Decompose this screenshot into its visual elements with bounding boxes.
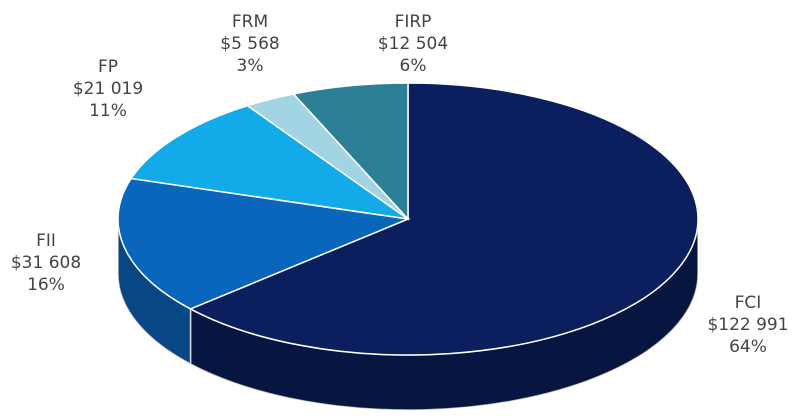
value-label: $31 608 xyxy=(11,253,81,273)
percent-label: 16% xyxy=(27,275,65,295)
slice-label: FIRP xyxy=(395,12,432,32)
slice-label: FP xyxy=(98,57,118,77)
percent-label: 64% xyxy=(729,337,767,357)
slice-side-shade xyxy=(190,219,698,411)
value-label: $21 019 xyxy=(73,79,143,99)
slice xyxy=(117,177,411,310)
value-label: $12 504 xyxy=(378,34,448,54)
slice xyxy=(129,104,409,220)
slice xyxy=(188,82,699,356)
percent-label: 11% xyxy=(89,101,127,121)
slice-side-shade xyxy=(118,219,191,364)
value-label: $122 991 xyxy=(707,315,788,335)
slice xyxy=(292,82,409,221)
slice-label: FII xyxy=(36,231,56,251)
slice-label: FCI xyxy=(735,293,762,313)
slice-label: FRM xyxy=(232,12,268,32)
value-label: $5 568 xyxy=(220,34,279,54)
percent-label: 6% xyxy=(400,56,427,76)
percent-label: 3% xyxy=(237,56,264,76)
